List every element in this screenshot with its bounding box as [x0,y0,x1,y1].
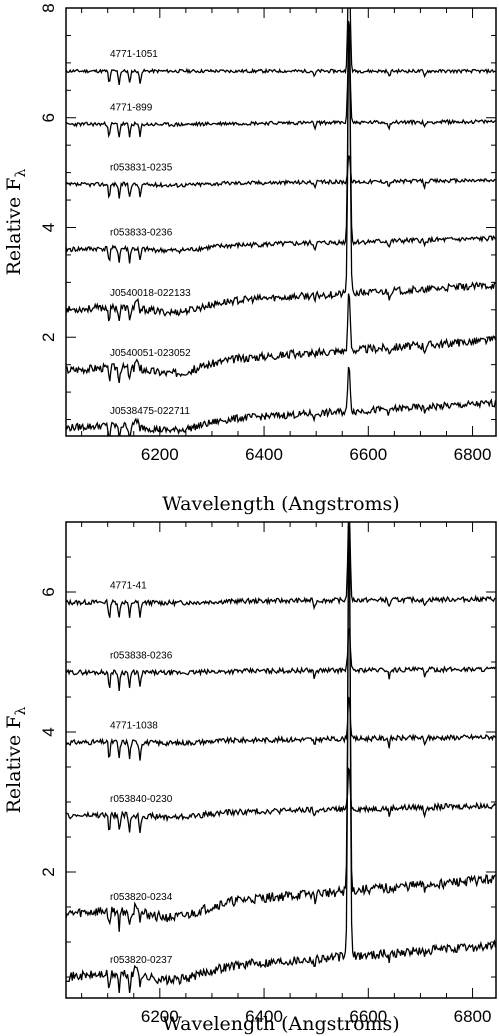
top-y-axis-label: Relative Fλ [3,169,29,276]
spectrum-label: 4771-1038 [110,721,158,732]
spectrum-line [66,522,496,618]
top-plot-frame [65,7,497,437]
top-spectra-labels: 4771-1051 4771-899 r053831-0235 r053833-023… [110,49,191,417]
spectrum-label: 4771-41 [110,581,147,592]
x-tick-label: 6400 [245,1007,283,1026]
y-tick-label: 6 [39,587,58,596]
spectrum-line [66,25,496,264]
spectrum-line [66,20,496,322]
y-tick-label: 4 [39,223,58,232]
x-tick-label: 6600 [349,1007,387,1026]
top-axes-ticks: 6200 6400 6600 6800 2 4 6 8 [39,3,496,464]
spectrum-label: J0538475-022711 [110,406,190,417]
spectrum-label: r053820-0234 [110,892,173,903]
bottom-axes-ticks: 6200 6400 6600 6800 2 4 6 [39,521,496,1026]
x-tick-label: 6200 [141,445,179,464]
spectrum-line [66,535,496,993]
top-y-axis-label-subscript: λ [13,169,29,178]
spectrum-label: 4771-899 [110,102,153,113]
top-x-axis-label: Wavelength (Angstroms) [162,493,399,515]
spectrum-label: r053840-0230 [110,794,173,805]
bottom-x-axis-label: Wavelength (Angstroms) [162,1013,399,1035]
top-y-axis-label-main: Relative F [3,178,25,276]
spectrum-line [66,766,496,833]
bottom-y-axis-label-main: Relative F [3,716,25,814]
x-tick-label: 6800 [454,445,492,464]
spectrum-line [66,696,496,761]
spectrum-label: 4771-1051 [110,49,158,60]
spectrum-label: r053833-0236 [110,227,173,238]
x-tick-label: 6800 [454,1007,492,1026]
spectrum-line [66,155,496,199]
y-tick-label: 6 [39,113,58,122]
x-tick-label: 6200 [141,1007,179,1026]
x-tick-label: 6400 [245,445,283,464]
spectrum-line [66,627,496,691]
spectrum-label: r053831-0235 [110,163,173,174]
y-tick-label: 2 [39,867,58,876]
bottom-y-axis-label: Relative Fλ [3,707,29,814]
y-tick-label: 4 [39,727,58,736]
spectrum-line [66,8,496,85]
spectrum-label: r053820-0237 [110,955,173,966]
bottom-spectra-labels: 4771-41 r053838-0236 4771-1038 r053840-0230… [110,581,173,967]
top-spectra-panel: 6200 6400 6600 6800 2 4 6 8 4771-1051 4771-899 r0… [3,3,497,515]
y-tick-label: 2 [39,332,58,341]
spectrum-line [66,293,496,384]
x-tick-label: 6600 [349,445,387,464]
spectrum-line [66,525,496,932]
bottom-plot-frame [65,521,497,999]
spectrum-label: J0540018-022133 [110,288,191,299]
spectrum-label: r053838-0236 [110,651,173,662]
spectrum-line [66,366,496,436]
spectrum-label: J0540051-023052 [110,348,191,359]
bottom-y-axis-label-subscript: λ [13,707,29,716]
bottom-spectra-lines [66,522,496,993]
top-spectra-lines [66,8,496,436]
y-tick-label: 8 [39,3,58,12]
spectrum-line [66,36,496,139]
